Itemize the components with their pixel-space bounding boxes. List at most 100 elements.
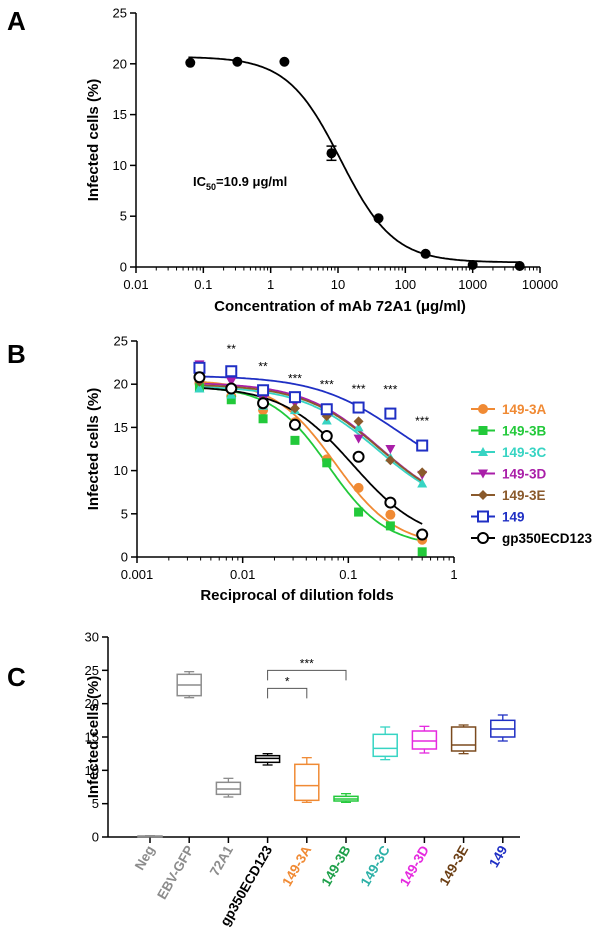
y-tick-label: 30 [85, 630, 99, 645]
box-Neg [137, 835, 163, 838]
panel-b-xlabel: Reciprocal of dilution folds [200, 587, 393, 604]
significance-bracket: *** [267, 656, 347, 681]
data-point-149 [320, 403, 333, 416]
y-tick-label: 20 [114, 377, 128, 392]
data-point-gp350ECD123 [257, 397, 270, 410]
data-point-gp350ECD123 [320, 430, 333, 443]
significance-marker: *** [352, 382, 366, 396]
ic50-annotation: IC50=10.9 μg/ml [193, 174, 287, 192]
panel-a-ylabel: Infected cells (%) [85, 79, 102, 202]
data-point-149 [257, 384, 270, 397]
data-point-149 [288, 391, 301, 404]
category-label-EBV-GFP: EBV-GFP [154, 843, 197, 902]
data-point-gp350ECD123 [225, 382, 238, 395]
ic50-prefix: IC [193, 174, 207, 189]
legend-label: 149-3D [502, 467, 547, 482]
panel-letter-c: C [7, 662, 26, 692]
box-149 [490, 714, 516, 742]
data-point-149-3D [226, 377, 237, 387]
box-149-3E [450, 724, 477, 755]
box-EBV-GFP [176, 671, 202, 699]
significance-marker: *** [288, 371, 302, 385]
panel-b-significance: ******* *** *** ****** [227, 342, 430, 428]
legend-marker [478, 469, 488, 479]
data-point-gp350ECD123 [384, 496, 397, 509]
category-label-149-3B: 149-3B [318, 843, 353, 889]
box-149-3A [294, 757, 320, 803]
box-149-3D [411, 725, 438, 754]
ic50-value: =10.9 μg/ml [216, 174, 287, 189]
data-point-149-3B [258, 414, 268, 424]
y-tick-label: 5 [92, 796, 99, 811]
bracket-line [267, 687, 308, 699]
legend-marker [478, 447, 488, 456]
legend-marker [478, 404, 488, 414]
data-point-149-3B [290, 435, 300, 445]
data-point-149-3C [417, 478, 428, 488]
bracket-label: *** [300, 656, 314, 670]
data-point-149-3E [385, 455, 396, 466]
x-tick-label: 100 [394, 277, 416, 292]
y-tick-label: 15 [114, 420, 128, 435]
ic50-subscript: 50 [206, 182, 216, 192]
significance-marker: *** [415, 414, 429, 428]
y-tick-label: 20 [113, 56, 127, 71]
category-label-72A1: 72A1 [207, 843, 236, 879]
panel-letter-a: A [7, 6, 26, 36]
data-point-149-3E [289, 403, 300, 414]
data-point-149-3B [385, 521, 395, 531]
category-label-149-3A: 149-3A [279, 843, 314, 889]
box-gp350ECD123 [254, 753, 281, 766]
y-tick-label: 20 [85, 696, 99, 711]
data-point [467, 259, 478, 270]
box-body [411, 730, 438, 750]
legend-label: 149-3A [502, 402, 547, 417]
bracket-line [267, 669, 347, 681]
x-tick-label: 0.01 [123, 277, 148, 292]
category-label-149-3D: 149-3D [397, 843, 432, 889]
data-point-149 [225, 365, 238, 378]
x-tick-label: 0.1 [339, 567, 357, 582]
significance-marker: *** [383, 383, 397, 397]
x-tick-label: 0.001 [121, 567, 154, 582]
x-tick-label: 0.1 [194, 277, 212, 292]
legend-item-gp350ECD123: gp350ECD123 [471, 531, 593, 546]
data-point-149-3B [226, 395, 236, 405]
data-point [279, 56, 290, 67]
data-point-149-3E [353, 416, 364, 427]
panel-a: 0 5 10 15 20 25 0.01 0.1 1 10 100 1000 10000 IC50=10… [85, 6, 558, 316]
data-point-149-3B [354, 507, 364, 517]
significance-marker: ** [227, 342, 237, 356]
box-body [450, 726, 477, 752]
x-tick-label: 0.01 [230, 567, 255, 582]
data-point-gp350ECD123 [288, 418, 301, 431]
data-point-149 [384, 407, 397, 420]
data-point-149-3B [417, 547, 427, 557]
legend-item-149: 149 [471, 510, 525, 525]
panel-c-boxes [137, 671, 516, 838]
legend-label: 149-3B [502, 424, 547, 439]
data-point-149-3B [322, 458, 332, 468]
data-point-149 [352, 401, 365, 414]
x-tick-label: 1 [267, 277, 274, 292]
x-tick-label: 1000 [458, 277, 487, 292]
y-tick-label: 0 [120, 260, 127, 275]
data-point [185, 57, 196, 68]
y-tick-label: 10 [85, 763, 99, 778]
panel-a-axes: 0 5 10 15 20 25 0.01 0.1 1 10 100 1000 10000 [113, 6, 559, 293]
panel-c-brackets: **** [267, 656, 347, 699]
legend-marker [477, 532, 489, 544]
category-label-149-3C: 149-3C [358, 843, 393, 889]
y-tick-label: 5 [121, 506, 128, 521]
panel-c-ylabel: Infected cells (%) [85, 676, 102, 799]
fit-curve [188, 56, 520, 264]
box-body [294, 763, 320, 802]
panel-b-points [193, 360, 429, 557]
category-label-149-3E: 149-3E [436, 843, 471, 888]
panel-b-ylabel: Infected cells (%) [85, 388, 102, 511]
significance-marker: ** [258, 359, 268, 373]
y-tick-label: 15 [85, 730, 99, 745]
